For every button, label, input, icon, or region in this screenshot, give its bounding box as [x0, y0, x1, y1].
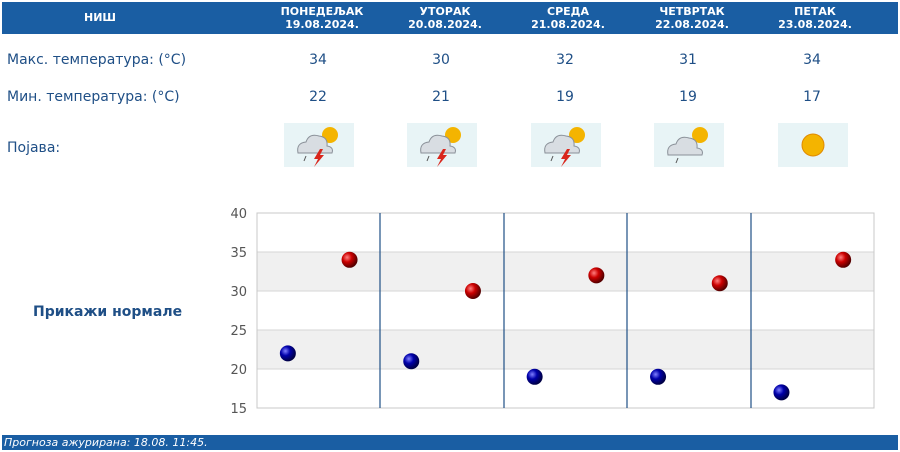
max-temp-value: 34	[309, 52, 327, 68]
y-tick-label: 25	[230, 324, 247, 339]
sun-icon	[778, 123, 848, 167]
min-temp-value: 17	[803, 89, 821, 105]
min-temp-value: 22	[309, 89, 327, 105]
day-header-thu: ЧЕТВРТАК 22.08.2024.	[642, 5, 742, 37]
max-temp-value: 34	[803, 52, 821, 68]
grid-band	[257, 330, 874, 369]
min-temp-point	[650, 368, 667, 385]
day-name: УТОРАК	[419, 5, 471, 18]
max-temp-point	[464, 283, 481, 299]
min-temp-point	[279, 345, 296, 362]
max-temp-point	[835, 251, 852, 268]
min-temp-label: Мин. температура: (°C)	[7, 89, 180, 105]
max-temp-point	[711, 275, 728, 292]
plot-frame	[256, 212, 875, 409]
min-temp-value: 21	[432, 89, 450, 105]
min-temp-point	[773, 384, 790, 401]
day-name: ПОНЕДЕЉАК	[280, 5, 364, 18]
day-header-wed: СРЕДА 21.08.2024.	[518, 5, 618, 37]
day-header-tue: УТОРАК 20.08.2024.	[395, 5, 495, 37]
day-name: ПЕТАК	[794, 5, 836, 18]
max-temp-value: 30	[432, 52, 450, 68]
y-tick-label: 15	[230, 402, 247, 417]
max-temp-value: 31	[679, 52, 697, 68]
thunderstorm-sun-icon	[407, 123, 477, 167]
min-temp-value: 19	[556, 89, 574, 105]
forecast-updated: Прогноза ажурирана: 18.08. 11:45.	[2, 435, 898, 450]
y-tick-label: 35	[230, 246, 247, 261]
thunderstorm-sun-icon	[531, 123, 601, 167]
day-date: 22.08.2024.	[655, 18, 729, 31]
max-temp-point	[341, 251, 358, 268]
day-date: 19.08.2024.	[285, 18, 359, 31]
day-header-mon: ПОНЕДЕЉАК 19.08.2024.	[272, 5, 372, 37]
y-tick-label: 20	[230, 363, 247, 378]
day-date: 21.08.2024.	[531, 18, 605, 31]
min-temp-point	[526, 368, 543, 385]
y-tick-label: 40	[230, 207, 247, 222]
max-temp-label: Макс. температура: (°C)	[7, 52, 187, 68]
day-name: ЧЕТВРТАК	[659, 5, 725, 18]
max-temp-point	[588, 267, 605, 284]
phenomenon-label: Појава:	[7, 140, 61, 156]
grid-band	[257, 252, 874, 291]
day-date: 20.08.2024.	[408, 18, 482, 31]
day-name: СРЕДА	[547, 5, 589, 18]
city-name: НИШ	[83, 11, 116, 24]
max-temp-value: 32	[556, 52, 574, 68]
y-tick-label: 30	[230, 285, 247, 300]
thunderstorm-sun-icon	[284, 123, 354, 167]
day-date: 23.08.2024.	[778, 18, 852, 31]
show-normals-link[interactable]: Прикажи нормале	[33, 304, 183, 320]
cloud-sun-rain-icon	[654, 123, 724, 167]
day-header-fri: ПЕТАК 23.08.2024.	[765, 5, 865, 37]
min-temp-point	[403, 353, 420, 370]
forecast-header: НИШ ПОНЕДЕЉАК 19.08.2024. УТОРАК 20.08.2…	[2, 2, 898, 34]
min-temp-value: 19	[679, 89, 697, 105]
